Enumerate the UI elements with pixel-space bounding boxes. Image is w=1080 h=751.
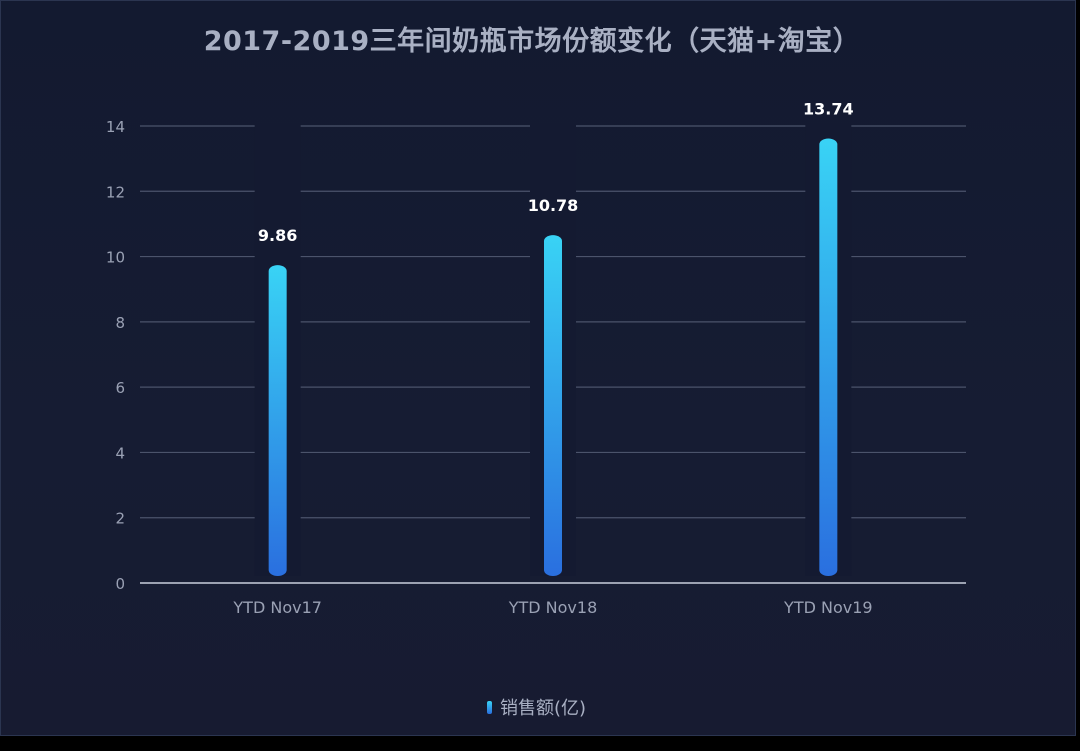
- bar: [268, 265, 287, 576]
- y-tick-label: 2: [115, 510, 125, 528]
- x-tick-label: YTD Nov18: [508, 598, 598, 617]
- y-tick-label: 0: [115, 575, 125, 593]
- y-tick-label: 12: [106, 183, 125, 201]
- bar: [544, 235, 562, 577]
- bar-value-label: 9.86: [258, 226, 297, 245]
- legend-swatch: [487, 700, 492, 714]
- x-axis-ticks: YTD Nov17 YTD Nov18 YTD Nov19: [232, 598, 872, 617]
- y-tick-label: 4: [115, 444, 125, 462]
- x-tick-label: YTD Nov17: [232, 598, 322, 617]
- x-tick-label: YTD Nov19: [783, 598, 873, 617]
- y-tick-label: 6: [115, 379, 125, 397]
- y-axis-ticks: 0 2 4 6 8 10 12 14: [106, 118, 125, 593]
- bar-value-label: 10.78: [528, 196, 579, 215]
- legend-label: 销售额(亿): [500, 698, 587, 719]
- y-tick-label: 14: [106, 118, 125, 136]
- chart-frame: 2017-2019三年间奶瓶市场份额变化（天猫+淘宝） 0 2 4 6 8 10 12 14 …: [0, 0, 1076, 736]
- y-tick-label: 8: [115, 314, 125, 332]
- bar: [819, 138, 838, 577]
- bar-value-label: 13.74: [803, 99, 854, 118]
- bars: 9.86 10.78 13.74: [254, 99, 854, 577]
- y-tick-label: 10: [106, 249, 125, 267]
- chart-title: 2017-2019三年间奶瓶市场份额变化（天猫+淘宝）: [203, 26, 861, 57]
- legend: 销售额(亿): [487, 694, 586, 720]
